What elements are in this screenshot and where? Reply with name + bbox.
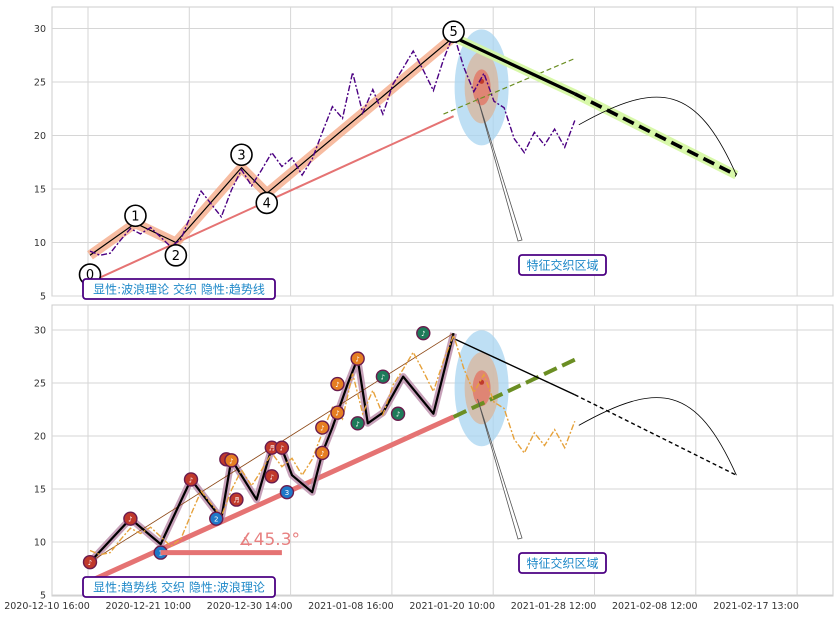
wave-marker-label: ♪	[189, 476, 193, 484]
y-tick-label: 5	[40, 292, 46, 303]
wave-marker	[375, 369, 391, 384]
wave-marker-label: 3	[285, 489, 289, 497]
wave-marker	[82, 554, 98, 570]
wave-marker-label: ♬	[269, 445, 275, 453]
wave-marker	[229, 492, 244, 507]
wave-marker	[330, 405, 345, 420]
annotation-box	[518, 552, 607, 574]
y-tick-label: 5	[40, 591, 46, 602]
resistance-trend-projection	[573, 92, 738, 177]
wave-label: 2	[172, 249, 180, 264]
wave-label-circle	[255, 191, 279, 215]
zone-ellipse-inner	[472, 370, 491, 407]
wave-marker-label: ♪	[355, 356, 359, 364]
y-tick-label: 25	[34, 379, 46, 390]
wave-label: 5	[449, 25, 457, 40]
support-trend-line	[88, 414, 455, 584]
caption-label: 显性:趋势线 交织 隐性:波浪理论	[93, 580, 265, 595]
wave-line	[89, 332, 455, 563]
wave-marker-label: ♪	[320, 450, 324, 458]
zone-ellipse-inner	[472, 69, 491, 106]
wave-marker-label: 2	[214, 516, 218, 524]
wave-marker	[350, 351, 365, 366]
wave-marker-label: ♪	[335, 410, 339, 418]
wave-marker	[416, 325, 431, 341]
wave-marker-label: ♪	[88, 559, 92, 567]
wave-marker-label: ♪	[381, 374, 385, 382]
caption-box	[82, 576, 276, 598]
y-tick-label: 15	[34, 485, 46, 496]
x-tick-label: 2020-12-10 16:00	[4, 601, 90, 612]
x-tick-label: 2021-01-08 16:00	[308, 601, 394, 612]
wave-label-circle	[230, 143, 253, 167]
wave-marker-label: ♪	[280, 445, 284, 453]
wave-marker-label: ♪	[320, 425, 324, 433]
wave-label: 4	[263, 196, 271, 211]
wave-marker	[279, 484, 295, 500]
x-tick-label: 2021-02-08 12:00	[612, 601, 698, 612]
y-tick-label: 20	[34, 432, 46, 443]
wave-marker	[209, 511, 224, 526]
price-line	[89, 333, 576, 556]
wave-marker	[123, 511, 138, 526]
projection-arc	[578, 397, 737, 476]
y-tick-label: 30	[34, 24, 46, 35]
wave-label-circle	[442, 20, 465, 44]
y-tick-label: 10	[34, 238, 46, 249]
x-axis: 2020-12-10 16:00 2020-12-21 10:00 2020-12-…	[4, 601, 799, 612]
projection-arc	[578, 96, 737, 176]
caption-label: 显性:波浪理论 交织 隐性:趋势线	[93, 282, 265, 297]
resistance-trend-line	[453, 337, 576, 396]
wave-marker	[350, 416, 365, 431]
wave-label: 0	[86, 268, 94, 283]
x-tick-label: 2021-02-17 13:00	[713, 601, 799, 612]
x-tick-label: 2020-12-30 14:00	[207, 601, 293, 612]
wave-label-circle	[164, 244, 188, 267]
wave-marker-label: ♪	[270, 473, 274, 481]
annotation-label: 特征交织区域	[526, 556, 598, 571]
wave-marker	[183, 472, 199, 487]
y-tick-label: 15	[34, 185, 46, 196]
x-tick-label: 2021-01-28 12:00	[511, 601, 597, 612]
wave-marker	[224, 453, 239, 468]
wave-label: 1	[131, 209, 139, 224]
y-tick-label: 30	[34, 326, 46, 337]
wave-marker	[330, 376, 345, 392]
wave-marker-label: ♪	[335, 381, 339, 389]
annotation-box	[518, 254, 607, 276]
plot-frame	[51, 304, 834, 597]
x-tick-label: 2020-12-21 10:00	[105, 601, 191, 612]
resistance-trend-projection	[574, 394, 737, 476]
wave-marker	[274, 440, 290, 455]
wave-label-circle	[124, 204, 147, 228]
bottom-panel: 51015202530♪♪1♪2♪♪♬♪♬♪3♪♪♪♪♪♪♪♪♪∡45.3°特征…	[34, 304, 834, 602]
wave-marker-label: ♬	[233, 497, 239, 505]
wave-marker-label: ♪	[355, 420, 359, 428]
annotation-arrow	[477, 398, 523, 540]
y-tick-label: 25	[34, 78, 46, 89]
wave-marker	[390, 406, 406, 421]
annotation-label: 特征交织区域	[526, 258, 598, 273]
wave-marker-label: ♪	[128, 516, 132, 524]
resistance-trend-line	[452, 35, 576, 96]
annotation-arrow	[477, 97, 523, 242]
y-tick-label: 20	[34, 131, 46, 142]
angle-label: ∡45.3°	[238, 530, 300, 550]
wave-marker-label: ♪	[229, 457, 233, 465]
channel-trend-line	[452, 357, 576, 419]
wave-label: 3	[237, 148, 245, 163]
x-tick-label: 2021-01-20 10:00	[409, 601, 495, 612]
wave-marker	[315, 420, 330, 435]
wave-marker	[315, 445, 330, 461]
wave-marker	[264, 469, 279, 484]
caption-box	[82, 278, 276, 300]
wave-marker-label: ♪	[396, 411, 400, 419]
wave-marker-label: ♪	[421, 330, 425, 338]
y-tick-label: 10	[34, 538, 46, 549]
